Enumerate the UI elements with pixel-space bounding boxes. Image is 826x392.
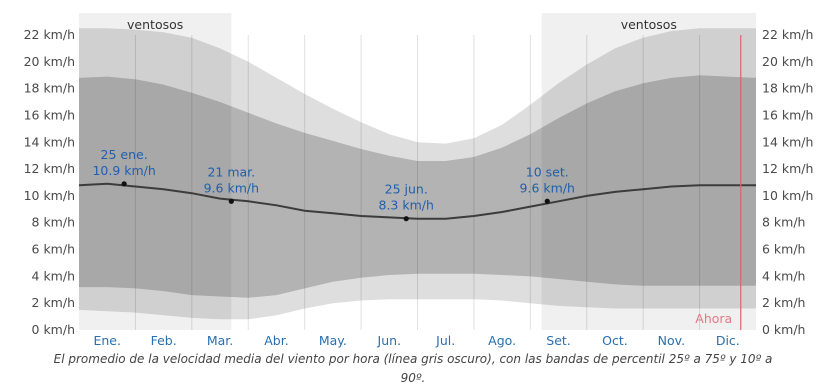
y-tick-label-left: 8 km/h bbox=[32, 215, 75, 230]
y-tick-label-right: 8 km/h bbox=[762, 215, 805, 230]
y-tick-label-left: 20 km/h bbox=[24, 54, 75, 69]
windy-season-label: ventosos bbox=[127, 17, 183, 32]
y-tick-label-right: 10 km/h bbox=[762, 188, 813, 203]
windy-season-shading: ventosos ventosos bbox=[79, 13, 756, 330]
windy-season-band bbox=[79, 13, 232, 330]
percentile-bands bbox=[79, 28, 756, 320]
y-tick-label-right: 14 km/h bbox=[762, 134, 813, 149]
x-axis-months: Ene. Feb. Mar. Abr. May. Jun. Jul. Ago. Set. Oct.… bbox=[93, 333, 739, 348]
x-tick-month: Set. bbox=[546, 333, 571, 348]
y-tick-label-right: 18 km/h bbox=[762, 81, 813, 96]
y-tick-label-left: 18 km/h bbox=[24, 81, 75, 96]
annotation-point bbox=[403, 216, 409, 222]
x-tick-month: Nov. bbox=[658, 333, 685, 348]
x-tick-month: Ene. bbox=[93, 333, 120, 348]
windy-season-band bbox=[541, 13, 756, 330]
now-marker: Ahora bbox=[695, 35, 742, 330]
now-label: Ahora bbox=[695, 311, 732, 326]
x-tick-month: Abr. bbox=[264, 333, 288, 348]
x-tick-month: Feb. bbox=[151, 333, 177, 348]
y-tick-label-left: 12 km/h bbox=[24, 161, 75, 176]
x-tick-month: Mar. bbox=[207, 333, 233, 348]
x-tick-month: Oct. bbox=[602, 333, 628, 348]
annotation-value: 9.6 km/h bbox=[520, 180, 575, 195]
y-tick-label-left: 16 km/h bbox=[24, 107, 75, 122]
y-tick-label-right: 20 km/h bbox=[762, 54, 813, 69]
annotation-value: 10.9 km/h bbox=[92, 163, 155, 178]
x-tick-month: Jul. bbox=[435, 333, 455, 348]
y-axis-left: 0 km/h 2 km/h 4 km/h 6 km/h 8 km/h 10 km/h 12 … bbox=[24, 27, 75, 337]
y-axis-right: 0 km/h 2 km/h 4 km/h 6 km/h 8 km/h 10 km/h 12 … bbox=[762, 27, 813, 337]
y-tick-label-right: 0 km/h bbox=[762, 322, 805, 337]
annotation-date: 10 set. bbox=[526, 164, 569, 179]
y-tick-label-right: 4 km/h bbox=[762, 268, 805, 283]
annotations: 25 ene.10.9 km/h 21 mar.9.6 km/h 25 jun.8.… bbox=[92, 147, 575, 222]
x-tick-month: May. bbox=[319, 333, 347, 348]
annotation-point bbox=[544, 198, 550, 204]
annotation-date: 21 mar. bbox=[207, 164, 255, 179]
y-tick-label-left: 4 km/h bbox=[32, 268, 75, 283]
y-tick-label-left: 6 km/h bbox=[32, 242, 75, 257]
annotation-point bbox=[228, 198, 234, 204]
annotation-date: 25 jun. bbox=[385, 182, 428, 197]
vertical-gridlines bbox=[134, 35, 701, 330]
mean-line-group bbox=[78, 182, 756, 220]
windy-season-label: ventosos bbox=[621, 17, 677, 32]
annotation-date: 25 ene. bbox=[101, 147, 148, 162]
y-tick-label-right: 16 km/h bbox=[762, 107, 813, 122]
y-tick-label-left: 0 km/h bbox=[32, 322, 75, 337]
y-tick-label-left: 14 km/h bbox=[24, 134, 75, 149]
mean-wind-line bbox=[78, 182, 756, 220]
x-tick-month: Jun. bbox=[377, 333, 402, 348]
chart-caption: El promedio de la velocidad media del vi… bbox=[53, 352, 773, 385]
y-tick-label-left: 10 km/h bbox=[24, 188, 75, 203]
annotation-value: 8.3 km/h bbox=[379, 198, 434, 213]
y-tick-label-right: 6 km/h bbox=[762, 242, 805, 257]
band-p25-p75 bbox=[79, 75, 756, 298]
annotation-point bbox=[121, 181, 127, 187]
annotation-value: 9.6 km/h bbox=[204, 180, 259, 195]
y-tick-label-right: 2 km/h bbox=[762, 295, 805, 310]
x-tick-month: Dic. bbox=[716, 333, 740, 348]
y-tick-label-left: 22 km/h bbox=[24, 27, 75, 42]
y-tick-label-right: 22 km/h bbox=[762, 27, 813, 42]
y-tick-label-left: 2 km/h bbox=[32, 295, 75, 310]
x-tick-month: Ago. bbox=[488, 333, 516, 348]
y-tick-label-right: 12 km/h bbox=[762, 161, 813, 176]
